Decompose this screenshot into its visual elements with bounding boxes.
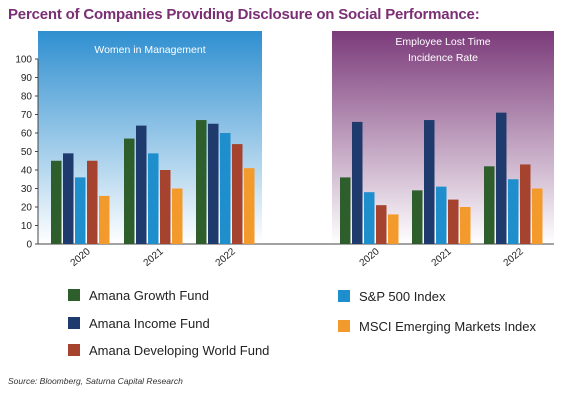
y-tick-label: 40 xyxy=(21,166,33,177)
y-tick-label: 30 xyxy=(21,184,33,195)
bar xyxy=(508,179,519,244)
y-tick-label: 60 xyxy=(21,129,33,140)
bar xyxy=(364,192,375,244)
y-tick-label: 0 xyxy=(26,240,32,251)
bar xyxy=(63,153,74,244)
bar xyxy=(160,170,171,244)
bar xyxy=(172,188,183,244)
bar xyxy=(376,205,387,244)
bar xyxy=(532,188,543,244)
legend-swatch-sp-500-index xyxy=(338,290,350,302)
x-tick-label: 2021 xyxy=(142,246,166,269)
y-tick-label: 70 xyxy=(21,110,33,121)
bar xyxy=(424,120,435,244)
bar xyxy=(51,160,62,244)
legend-swatch-amana-developing-world-fund xyxy=(68,344,80,356)
bar xyxy=(220,133,231,244)
legend-item-sp-500-index: S&P 500 Index xyxy=(338,288,446,304)
bar xyxy=(496,112,507,245)
bar xyxy=(460,207,471,244)
bar xyxy=(484,166,495,244)
panel-title-left: Women in Management xyxy=(94,44,205,56)
bar xyxy=(136,125,147,244)
legend-item-amana-developing-world-fund: Amana Developing World Fund xyxy=(68,342,269,358)
y-tick-label: 20 xyxy=(21,203,33,214)
legend-item-amana-growth-fund: Amana Growth Fund xyxy=(68,287,209,303)
legend-swatch-amana-growth-fund xyxy=(68,289,80,301)
y-tick-label: 50 xyxy=(21,147,33,158)
legend-swatch-amana-income-fund xyxy=(68,317,80,329)
legend-swatch-msci-emerging-markets-index xyxy=(338,320,350,332)
x-tick-label: 2020 xyxy=(69,246,93,269)
panel-title-right-line1: Employee Lost Time xyxy=(395,36,490,48)
x-tick-label: 2022 xyxy=(214,246,238,269)
bar xyxy=(232,144,243,244)
bar xyxy=(87,160,98,244)
bar xyxy=(148,153,159,244)
legend-label-amana-developing-world-fund: Amana Developing World Fund xyxy=(89,342,270,358)
bar xyxy=(412,190,423,244)
legend-label-amana-growth-fund: Amana Growth Fund xyxy=(89,287,209,303)
legend-label-sp-500-index: S&P 500 Index xyxy=(359,288,446,304)
bar xyxy=(244,168,255,244)
bar xyxy=(340,177,351,244)
bar xyxy=(196,120,207,244)
bar xyxy=(208,123,219,244)
bar xyxy=(448,199,459,244)
bar xyxy=(388,214,399,244)
x-tick-label: 2022 xyxy=(502,246,526,269)
bar xyxy=(75,177,86,244)
bar xyxy=(124,138,135,244)
legend-label-msci-emerging-markets-index: MSCI Emerging Markets Index xyxy=(359,318,537,334)
x-tick-label: 2021 xyxy=(430,246,454,269)
bar xyxy=(352,121,363,244)
y-tick-label: 10 xyxy=(21,221,33,232)
legend-item-msci-emerging-markets-index: MSCI Emerging Markets Index xyxy=(338,318,536,334)
y-tick-label: 80 xyxy=(21,92,33,103)
y-tick-label: 90 xyxy=(21,73,33,84)
chart-title: Percent of Companies Providing Disclosur… xyxy=(8,6,480,23)
legend-item-amana-income-fund: Amana Income Fund xyxy=(68,315,210,331)
bar xyxy=(436,186,447,244)
y-tick-label: 100 xyxy=(15,55,32,66)
x-tick-label: 2020 xyxy=(358,246,382,269)
legend-label-amana-income-fund: Amana Income Fund xyxy=(89,315,210,331)
panel-title-right-line2: Incidence Rate xyxy=(408,52,478,64)
bar xyxy=(520,164,531,244)
bar xyxy=(99,195,110,244)
source-note: Source: Bloomberg, Saturna Capital Resea… xyxy=(8,376,183,386)
